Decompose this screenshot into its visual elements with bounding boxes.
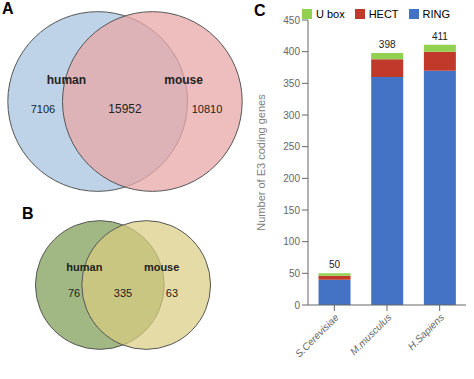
svg-text:mouse: mouse (164, 73, 203, 87)
svg-text:63: 63 (166, 287, 178, 299)
svg-text:15952: 15952 (108, 102, 142, 116)
svg-text:human: human (47, 73, 86, 87)
svg-text:human: human (66, 261, 102, 273)
svg-text:mouse: mouse (144, 261, 179, 273)
svg-text:76: 76 (68, 287, 80, 299)
svg-text:7106: 7106 (31, 103, 55, 115)
svg-text:150: 150 (283, 205, 300, 216)
html-text:B: B (22, 205, 34, 222)
svg-text:50: 50 (289, 268, 301, 279)
svg-text:Number of E3 coding genes: Number of E3 coding genes (255, 94, 267, 231)
svg-text:400: 400 (283, 46, 300, 57)
svg-text:350: 350 (283, 78, 300, 89)
svg-text:411: 411 (432, 31, 448, 42)
svg-text:S.Cerevisiae: S.Cerevisiae (293, 311, 341, 359)
svg-text:10810: 10810 (192, 103, 223, 115)
svg-text:450: 450 (283, 15, 300, 26)
html-text:U box: U box (315, 8, 345, 20)
svg-text:398: 398 (379, 39, 396, 50)
svg-text:50: 50 (329, 259, 341, 270)
svg-text:H.Sapiens: H.Sapiens (406, 312, 446, 352)
svg-text:300: 300 (283, 110, 300, 121)
html-text:RING: RING (422, 8, 451, 20)
svg-text:M.musculus: M.musculus (348, 312, 394, 358)
svg-text:335: 335 (114, 287, 132, 299)
svg-text:100: 100 (283, 236, 300, 247)
svg-text:250: 250 (283, 141, 300, 152)
html-text:HECT: HECT (368, 8, 399, 20)
html-text:C: C (254, 2, 266, 19)
svg-text:0: 0 (294, 300, 300, 311)
html-text:A: A (2, 0, 14, 17)
svg-text:200: 200 (283, 173, 300, 184)
